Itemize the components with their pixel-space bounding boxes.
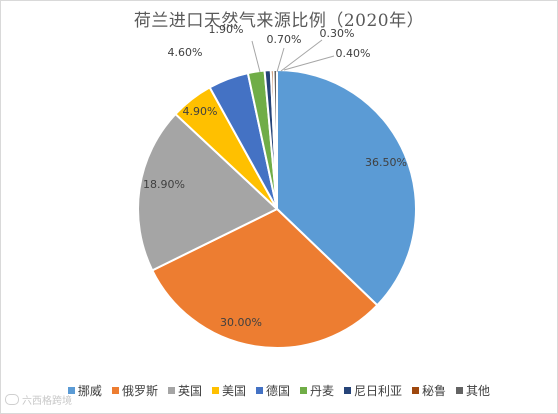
legend-label: 俄罗斯	[121, 384, 158, 398]
legend-swatch	[456, 387, 464, 394]
legend-label: 尼日利亚	[354, 384, 403, 398]
legend-swatch	[344, 387, 352, 394]
legend-swatch	[67, 387, 75, 394]
data-label-3: 18.90%	[143, 178, 185, 191]
data-label-7: 0.70%	[267, 33, 302, 46]
legend-label: 美国	[221, 384, 246, 398]
legend-item-5: 德国	[255, 382, 290, 399]
data-label-9: 0.40%	[336, 47, 371, 60]
leader-line-9	[283, 55, 335, 71]
legend-label: 挪威	[77, 384, 102, 398]
legend-swatch	[300, 387, 307, 394]
leader-line-6	[251, 40, 261, 73]
data-label-1: 36.50%	[365, 156, 407, 169]
legend-item-7: 尼日利亚	[344, 382, 402, 399]
legend-item-8: 秘鲁	[412, 382, 446, 399]
legend-item-3: 英国	[167, 382, 202, 399]
legend-label: 其他	[466, 384, 491, 398]
legend-swatch	[412, 387, 420, 394]
pie-slice-1	[276, 68, 417, 307]
chart-title: 荷兰进口天然气来源比例（2020年）	[133, 11, 425, 31]
speech-bubble-icon	[5, 394, 19, 405]
legend-item-2: 俄罗斯	[111, 382, 158, 399]
data-label-6: 1.90%	[209, 23, 244, 36]
legend-item-6: 丹麦	[300, 382, 334, 399]
legend-label: 秘鲁	[422, 384, 447, 398]
leader-line-7	[276, 47, 285, 73]
legend-item-1: 挪威	[67, 382, 102, 399]
legend-swatch	[167, 387, 175, 394]
legend-item-9: 其他	[456, 382, 490, 399]
data-label-8: 0.30%	[320, 27, 355, 40]
legend-swatch	[211, 387, 219, 394]
data-label-4: 4.90%	[183, 105, 218, 118]
pie-slice-9	[272, 68, 278, 210]
legend-swatch	[111, 387, 119, 394]
legend-label: 德国	[265, 384, 290, 398]
chart-legend: 挪威 俄罗斯 英国 美国 德国 丹麦 尼日利亚 秘鲁 其他	[0, 382, 558, 399]
pie-slice-3	[137, 112, 279, 272]
watermark: 六西格跨境	[5, 392, 72, 407]
legend-swatch	[255, 387, 263, 394]
legend-label: 丹麦	[310, 384, 335, 398]
watermark-text: 六西格跨境	[22, 396, 72, 407]
legend-item-4: 美国	[211, 382, 246, 399]
legend-label: 英国	[177, 384, 202, 398]
leader-line-8	[280, 39, 323, 72]
data-label-5: 4.60%	[168, 46, 203, 59]
data-label-2: 30.00%	[220, 316, 262, 329]
